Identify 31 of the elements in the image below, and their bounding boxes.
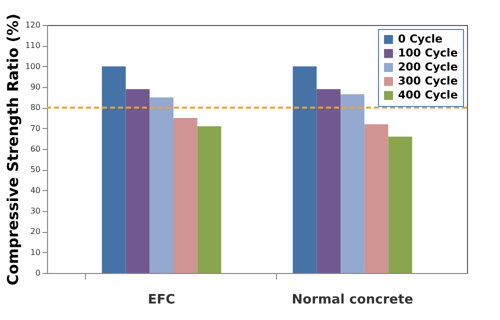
y-tick-label: 80 <box>30 103 40 112</box>
bar <box>102 66 126 273</box>
bar <box>316 89 341 273</box>
y-tick-label: 10 <box>30 248 40 257</box>
bar <box>150 97 174 273</box>
x-tick-label: Normal concrete <box>292 292 414 308</box>
y-tick-label: 70 <box>30 124 40 133</box>
y-tick-label: 90 <box>30 82 40 92</box>
y-axis-title: Compressive Strength Ratio (%) <box>4 14 22 286</box>
bar <box>173 118 198 273</box>
bar <box>292 66 317 273</box>
legend-label: 400 Cycle <box>398 88 458 102</box>
y-tick-label: 100 <box>25 62 40 71</box>
bar <box>197 126 222 273</box>
bar <box>388 136 412 273</box>
y-tick-label: 20 <box>30 227 40 236</box>
legend-label: 300 Cycle <box>398 74 458 88</box>
y-tick-label: 120 <box>25 20 40 30</box>
legend-label: 0 Cycle <box>398 32 442 46</box>
legend-label: 100 Cycle <box>398 46 458 60</box>
y-tick-label: 0 <box>35 268 40 278</box>
legend-label: 200 Cycle <box>398 60 458 74</box>
y-tick-label: 60 <box>30 144 40 154</box>
x-tick-label: EFC <box>148 292 176 308</box>
y-tick-label: 30 <box>30 206 40 216</box>
y-tick-label: 40 <box>30 186 40 195</box>
y-tick-label: 110 <box>25 41 40 50</box>
bar <box>126 89 150 273</box>
bar <box>340 94 364 273</box>
bar <box>364 124 388 273</box>
y-tick-label: 50 <box>30 165 40 174</box>
